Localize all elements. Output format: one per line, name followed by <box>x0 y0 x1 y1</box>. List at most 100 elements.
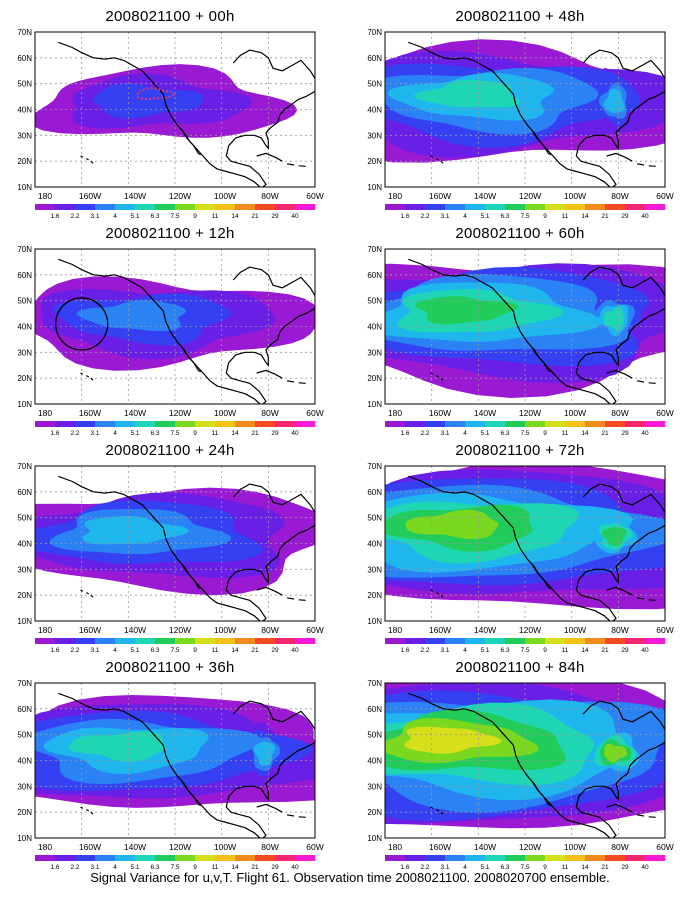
colorbar-swatch <box>545 204 566 210</box>
colorbar-label: 1.6 <box>400 430 409 437</box>
colorbar-label: 21 <box>251 647 259 654</box>
coastline <box>531 563 551 590</box>
colorbar-label: 4 <box>463 430 467 437</box>
coastline <box>256 803 283 813</box>
lon-tick-label: 180 <box>38 191 52 201</box>
lon-tick-label: 180 <box>38 408 52 418</box>
lat-tick-label: 70N <box>17 679 32 688</box>
coastline <box>181 780 201 807</box>
colorbar-label: 21 <box>601 213 609 220</box>
colorbar-label: 1.6 <box>400 213 409 220</box>
colorbar-label: 6.3 <box>500 430 509 437</box>
colorbar-label: 1.6 <box>400 864 409 871</box>
lon-tick-label: 160W <box>429 625 451 635</box>
contour-band <box>414 79 520 108</box>
lat-tick-label: 20N <box>367 591 382 600</box>
colorbar-swatch <box>485 855 506 861</box>
colorbar-label: 14 <box>581 430 589 437</box>
colorbar-label: 21 <box>251 864 259 871</box>
colorbar-swatch <box>175 638 196 644</box>
coastline <box>86 809 89 812</box>
lat-tick-label: 20N <box>367 374 382 383</box>
colorbar-swatch <box>565 638 586 644</box>
lon-tick-label: 100W <box>564 625 586 635</box>
colorbar-label: 6.3 <box>500 647 509 654</box>
coastline <box>636 814 645 817</box>
colorbar-swatch <box>525 855 546 861</box>
lon-tick-label: 140W <box>124 191 146 201</box>
lon-tick-label: 160W <box>79 408 101 418</box>
contour-band <box>68 731 166 762</box>
coastline <box>582 700 665 730</box>
coastline <box>256 369 283 379</box>
coastline <box>436 592 439 595</box>
colorbar-swatch <box>525 638 546 644</box>
coastline <box>232 483 315 513</box>
coastline <box>575 524 665 621</box>
colorbar-label: 7.5 <box>520 864 529 871</box>
colorbar-swatch <box>565 204 586 210</box>
colorbar-swatch <box>275 638 296 644</box>
contour-map: 70N 60N 50N 40N 30N 20N 10N 180 160W 140W 120W 100W… <box>17 679 323 871</box>
colorbar-label: 5.1 <box>130 213 139 220</box>
colorbar-label: 4 <box>463 213 467 220</box>
coastline <box>225 524 315 621</box>
colorbar-swatch <box>175 204 196 210</box>
colorbar-swatch <box>295 421 316 427</box>
panel-title: 2008021100 + 84h <box>455 659 585 676</box>
lon-tick-label: 160W <box>429 408 451 418</box>
colorbar-label: 3.1 <box>440 213 449 220</box>
coastline <box>90 811 94 815</box>
coastline <box>531 346 551 373</box>
colorbar-label: 40 <box>641 864 649 871</box>
colorbar-swatch <box>405 855 426 861</box>
colorbar-swatch <box>215 421 236 427</box>
colorbar-swatch <box>645 638 666 644</box>
lon-tick-label: 160W <box>79 191 101 201</box>
coastline <box>606 369 633 379</box>
coastline <box>80 155 84 158</box>
colorbar-swatch <box>465 855 486 861</box>
colorbar-swatch <box>585 638 606 644</box>
panel-title: 2008021100 + 24h <box>105 442 235 459</box>
colorbar-swatch <box>95 855 116 861</box>
contour-map: 70N 60N 50N 40N 30N 20N 10N 180 160W 140W 120W 100W… <box>367 679 673 871</box>
colorbar-label: 7.5 <box>520 213 529 220</box>
lat-tick-label: 20N <box>367 808 382 817</box>
lon-tick-label: 80W <box>611 842 628 852</box>
colorbar-swatch <box>425 421 446 427</box>
lon-tick-label: 180 <box>388 191 402 201</box>
contour-band <box>601 527 627 546</box>
colorbar-swatch <box>195 421 216 427</box>
lon-tick-label: 120W <box>169 625 191 635</box>
coastline <box>298 816 306 818</box>
coastline <box>582 49 665 79</box>
colorbar-swatch <box>175 421 196 427</box>
coastline <box>648 165 656 167</box>
colorbar-label: 14 <box>581 213 589 220</box>
colorbar-label: 40 <box>641 430 649 437</box>
colorbar-label: 7.5 <box>520 647 529 654</box>
colorbar-swatch <box>545 855 566 861</box>
coastline <box>90 594 94 598</box>
colorbar-swatch <box>175 855 196 861</box>
colorbar-label: 40 <box>291 213 299 220</box>
colorbar-swatch <box>235 638 256 644</box>
colorbar-label: 29 <box>621 864 629 871</box>
lat-tick-label: 50N <box>17 514 32 523</box>
lon-tick-label: 100W <box>214 191 236 201</box>
lon-tick-label: 80W <box>611 191 628 201</box>
lon-tick-label: 100W <box>214 842 236 852</box>
colorbar-label: 29 <box>621 430 629 437</box>
colorbar-swatch <box>195 204 216 210</box>
contour-band <box>82 516 189 545</box>
coastline <box>286 814 295 817</box>
colorbar-swatch <box>35 855 56 861</box>
lat-tick-label: 70N <box>367 679 382 688</box>
coastline <box>408 41 611 187</box>
colorbar-swatch <box>645 855 666 861</box>
panel-title: 2008021100 + 60h <box>455 225 585 242</box>
coastline <box>286 163 295 166</box>
lat-tick-label: 70N <box>367 28 382 37</box>
map-panel: 2008021100 + 72h 70N 60N 50N 40N 30N 20N 10N 180… <box>355 442 685 660</box>
